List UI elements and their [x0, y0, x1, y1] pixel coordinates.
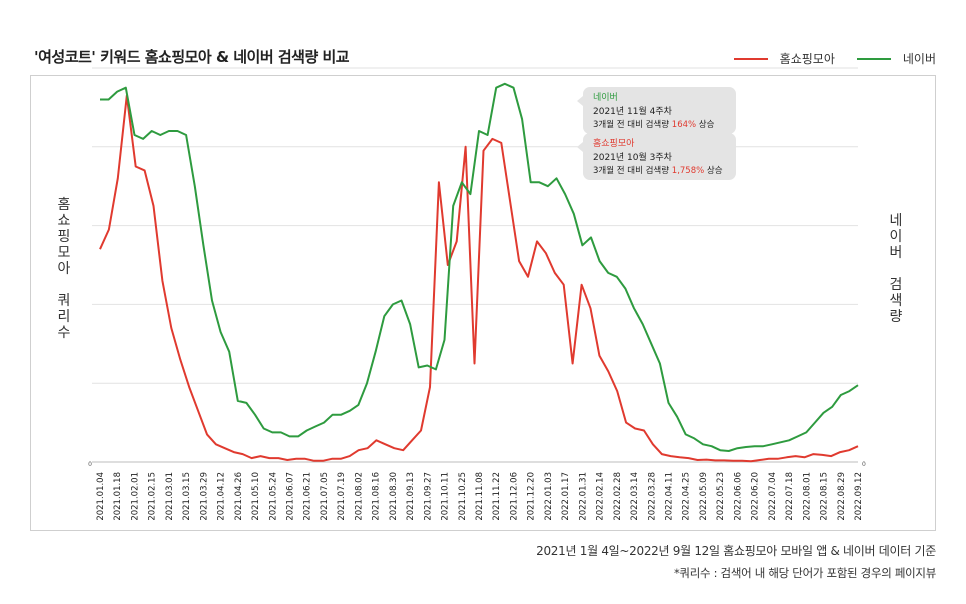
y-axis-label-right-char: 이 — [890, 229, 903, 245]
x-tick-label: 2021.08.02 — [354, 472, 364, 521]
x-tick-label: 2021.02.01 — [130, 472, 140, 521]
annotation-series-name: 홈쇼핑모아 — [593, 137, 635, 149]
x-tick-label: 2022.02.28 — [613, 472, 623, 521]
annotation-change: 3개월 전 대비 검색량 164% 상승 — [593, 119, 715, 130]
y-axis-label-right: 네이버 검색량 — [890, 213, 903, 325]
x-tick-label: 2022.08.15 — [820, 472, 830, 521]
x-tick-label: 2021.03.01 — [165, 472, 175, 521]
series-line-homeshopping — [99, 94, 859, 463]
x-tick-label: 2022.03.14 — [630, 472, 640, 521]
x-tick-label: 2021.01.04 — [96, 472, 106, 521]
legend-item-homeshopping: 홈쇼핑모아 — [733, 50, 835, 67]
chart-frame — [30, 75, 936, 531]
y-axis-label-left-char: 홈 — [58, 197, 71, 213]
y-axis-label-left-char: 수 — [58, 325, 71, 341]
legend: 홈쇼핑모아 네이버 — [712, 50, 936, 67]
annotation-pointer — [577, 142, 583, 152]
y-axis-label-left-char: 핑 — [58, 229, 71, 245]
annotation-box — [583, 87, 736, 134]
y-axis-label-right-char: 검 — [890, 277, 903, 293]
x-tick-label: 2021.04.26 — [234, 472, 244, 521]
y-axis-label-left-char: 쇼 — [58, 213, 71, 229]
y-zero-label-left: 0 — [88, 461, 92, 468]
footnote-query-definition: *쿼리수 : 검색어 내 해당 단어가 포함된 경우의 페이지뷰 — [673, 566, 936, 580]
x-tick-label: 2021.09.13 — [406, 472, 416, 521]
x-tick-label: 2021.01.18 — [113, 472, 123, 521]
x-tick-label: 2021.04.12 — [217, 472, 227, 521]
x-tick-label: 2021.11.22 — [492, 472, 502, 521]
legend-swatch-naver — [856, 57, 891, 60]
x-tick-label: 2022.04.11 — [665, 472, 675, 521]
y-axis-label-left-char: 아 — [58, 261, 71, 277]
x-tick-label: 2021.07.05 — [320, 472, 330, 521]
annotation-pointer — [577, 96, 583, 106]
x-tick-label: 2021.08.30 — [389, 472, 399, 521]
y-axis-label-right-char: 버 — [890, 245, 903, 261]
legend-swatch-homeshopping — [733, 57, 768, 60]
x-tick-label: 2021.11.08 — [475, 472, 485, 521]
x-tick-label: 2021.06.07 — [286, 472, 296, 521]
y-axis-label-right-char: 량 — [890, 309, 903, 325]
x-tick-label: 2021.12.20 — [527, 472, 537, 521]
annotation-period: 2021년 11월 4주차 — [593, 105, 673, 117]
x-tick-label: 2021.06.21 — [303, 472, 313, 521]
x-tick-label: 2022.07.04 — [768, 472, 778, 521]
annotation-change: 3개월 전 대비 검색량 1,758% 상승 — [593, 165, 723, 176]
annotation-period: 2021년 10월 3주차 — [593, 151, 673, 163]
legend-label-naver: 네이버 — [902, 52, 936, 66]
x-tick-label: 2021.07.19 — [337, 472, 347, 521]
y-axis-label-left-char: 쿼 — [58, 293, 71, 309]
x-tick-label: 2021.02.15 — [148, 472, 158, 521]
x-tick-label: 2022.01.31 — [578, 472, 588, 521]
x-tick-label: 2022.05.09 — [699, 472, 709, 521]
x-tick-label: 2021.05.10 — [251, 472, 261, 521]
series-line-naver — [100, 82, 859, 452]
x-tick-label: 2022.07.18 — [785, 472, 795, 521]
y-axis-label-left-char: 모 — [58, 245, 71, 261]
x-tick-label: 2021.09.27 — [423, 472, 433, 521]
x-tick-label: 2021.05.24 — [268, 472, 278, 521]
y-axis-label-left: 홈쇼핑모아 쿼리수 — [58, 197, 71, 341]
x-tick-label: 2022.01.17 — [561, 472, 571, 521]
chart-title: '여성코트' 키워드 홈쇼핑모아 & 네이버 검색량 비교 — [34, 48, 350, 66]
y-zero-label-right: 0 — [862, 461, 866, 468]
annotation-series-name: 네이버 — [593, 92, 618, 103]
legend-label-homeshopping: 홈쇼핑모아 — [779, 52, 835, 66]
x-tick-label: 2022.04.25 — [682, 472, 692, 521]
x-tick-label: 2022.08.01 — [802, 472, 812, 521]
x-tick-label: 2022.03.28 — [647, 472, 657, 521]
footnote-date-range: 2021년 1월 4일~2022년 9월 12일 홈쇼핑모아 모바일 앱 & 네… — [536, 544, 936, 558]
y-axis-label-right-char: 네 — [890, 213, 903, 229]
x-tick-label: 2022.02.14 — [596, 472, 606, 521]
x-tick-label: 2022.01.03 — [544, 472, 554, 521]
x-tick-label: 2021.03.15 — [182, 472, 192, 521]
y-axis-label-left-char: 리 — [58, 309, 71, 325]
x-tick-label: 2021.03.29 — [199, 472, 209, 521]
x-tick-label: 2022.08.29 — [837, 472, 847, 521]
x-tick-label: 2022.09.12 — [854, 472, 864, 521]
x-tick-label: 2022.06.20 — [751, 472, 761, 521]
annotation-box — [583, 133, 736, 180]
x-tick-label: 2021.08.16 — [372, 472, 382, 521]
x-tick-label: 2022.05.23 — [716, 472, 726, 521]
x-tick-label: 2021.10.25 — [458, 472, 468, 521]
x-tick-label: 2021.10.11 — [441, 472, 451, 521]
x-tick-label: 2021.12.06 — [509, 472, 519, 521]
y-axis-label-right-char: 색 — [890, 293, 903, 309]
legend-item-naver: 네이버 — [856, 50, 936, 67]
x-tick-label: 2022.06.06 — [733, 472, 743, 521]
